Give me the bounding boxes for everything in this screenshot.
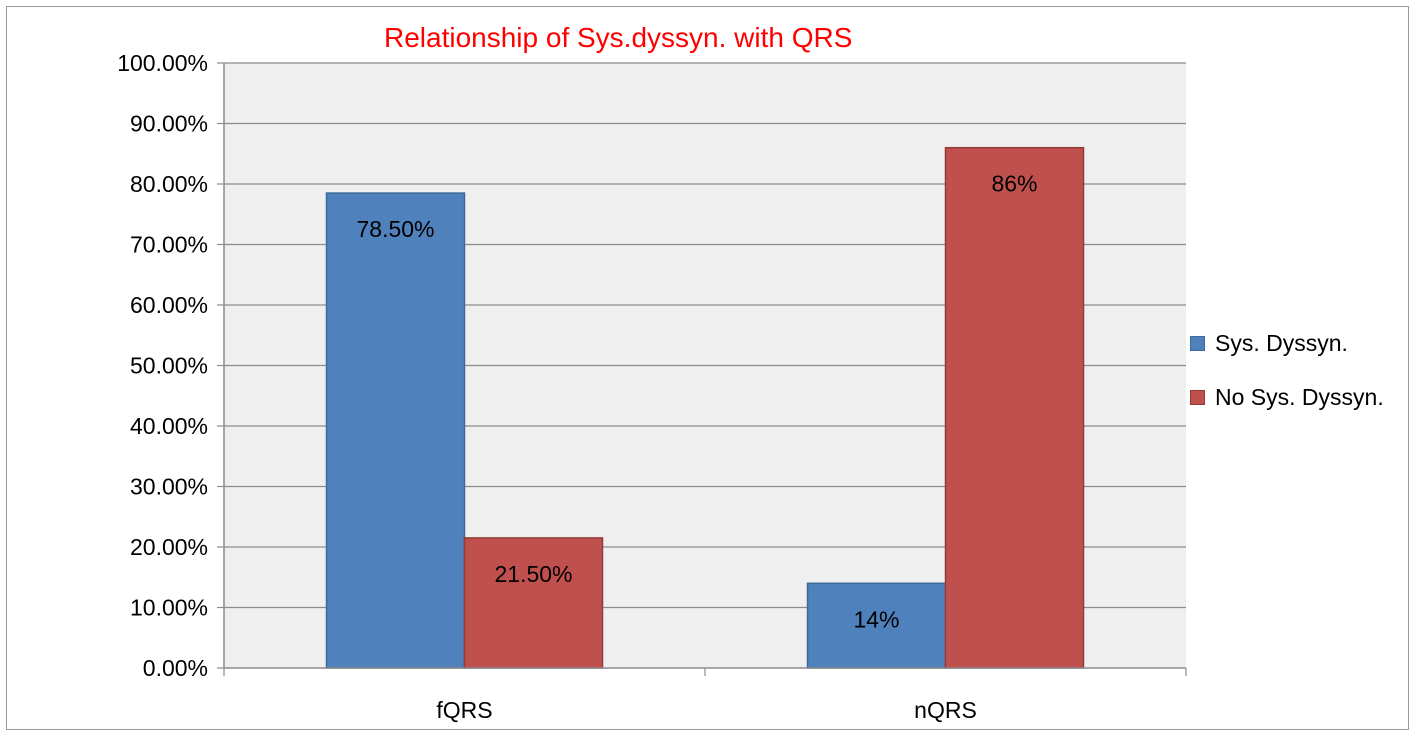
bar xyxy=(463,537,604,669)
y-tick-label: 60.00% xyxy=(130,292,208,318)
y-tick-label: 0.00% xyxy=(143,655,208,681)
legend-label-sys-dyssyn: Sys. Dyssyn. xyxy=(1215,329,1348,356)
chart-title: Relationship of Sys.dyssyn. with QRS xyxy=(384,22,853,53)
legend-label-no-sys-dyssyn: No Sys. Dyssyn. xyxy=(1215,383,1384,410)
y-tick-label: 80.00% xyxy=(130,171,208,197)
y-tick-label: 50.00% xyxy=(130,353,208,379)
legend-swatch-sys-dyssyn xyxy=(1190,335,1205,351)
y-tick-label: 30.00% xyxy=(130,474,208,500)
legend-item-sys-dyssyn: Sys. Dyssyn. xyxy=(1190,328,1384,358)
x-tick-label: fQRS xyxy=(436,697,492,723)
bar xyxy=(944,146,1085,669)
x-tick-label: nQRS xyxy=(914,697,977,723)
y-tick-label: 40.00% xyxy=(130,413,208,439)
y-tick-label: 70.00% xyxy=(130,232,208,258)
y-tick-label: 20.00% xyxy=(130,534,208,560)
legend-swatch-no-sys-dyssyn xyxy=(1190,389,1205,405)
bars-layer xyxy=(325,146,1085,669)
bar-value-label: 14% xyxy=(853,606,899,632)
labels-layer: 0.00% 10.00% 20.00% 30.00% 40.00% 50.00% 60.00… xyxy=(117,50,1037,723)
legend: Sys. Dyssyn. No Sys. Dyssyn. xyxy=(1190,328,1384,436)
y-tick-label: 10.00% xyxy=(130,595,208,621)
legend-item-no-sys-dyssyn: No Sys. Dyssyn. xyxy=(1190,382,1384,412)
bar-value-label: 21.50% xyxy=(494,561,572,587)
bar xyxy=(325,192,466,669)
axes-layer xyxy=(217,62,1187,676)
bar-value-label: 86% xyxy=(991,171,1037,197)
y-tick-label: 100.00% xyxy=(117,50,208,76)
bar-value-label: 78.50% xyxy=(356,216,434,242)
y-tick-label: 90.00% xyxy=(130,111,208,137)
